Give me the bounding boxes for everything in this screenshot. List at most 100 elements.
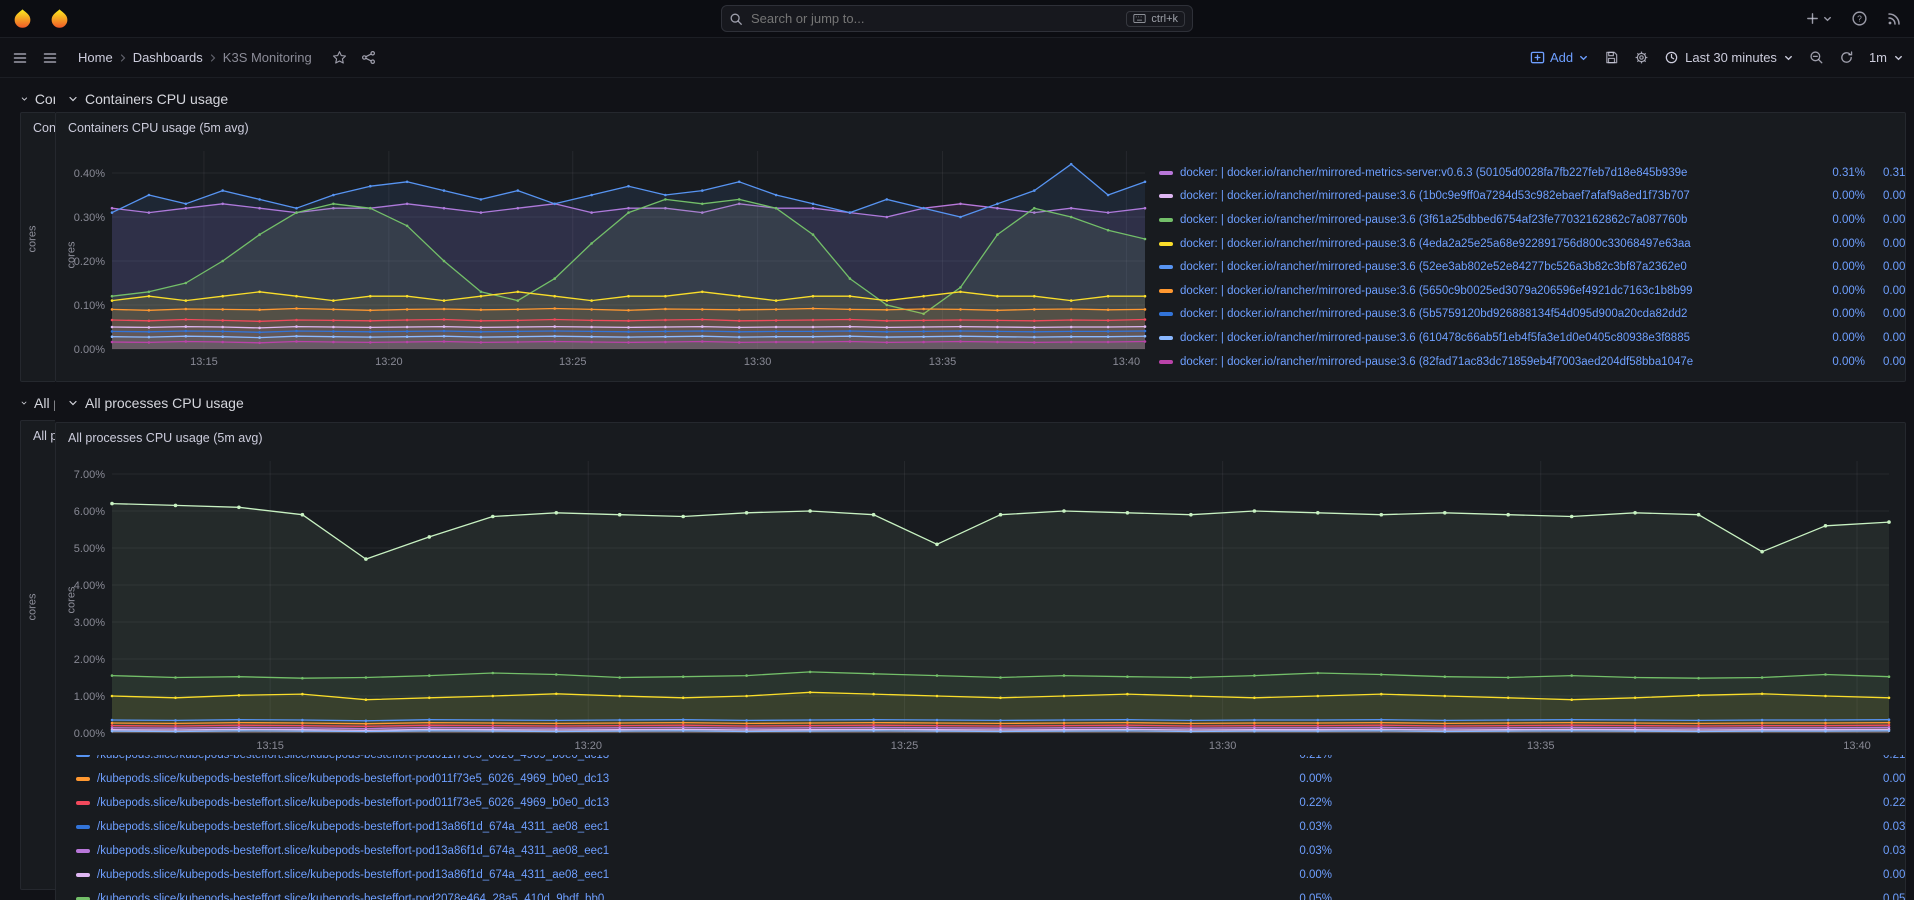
y-axis-unit-label: cores [65, 241, 78, 269]
all-processes-cpu-chart[interactable]: cores 0.00% 1.00% 2.00% 3.00% 4.00% 5.00% 6.00… [64, 451, 1897, 755]
containers-cpu-chart[interactable]: cores 0.00% 0.10% 0.20% 0.30% 0.40% 13:15 13:2… [64, 141, 1153, 371]
chevron-right-icon [207, 52, 219, 64]
legend-item[interactable]: /kubepods.slice/kubepods-besteffort.slic… [76, 863, 1905, 887]
series-value-mean: 0.00% [1832, 261, 1865, 274]
legend-item[interactable]: docker: | docker.io/rancher/mirrored-met… [1159, 161, 1905, 185]
search-icon [729, 12, 743, 26]
row-title: Containers CPU usage [85, 91, 229, 107]
legend-item[interactable]: docker: | docker.io/rancher/mirrored-pau… [1159, 185, 1905, 209]
series-label: docker: | docker.io/rancher/mirrored-pau… [1180, 355, 1694, 368]
series-label: /kubepods.slice/kubepods-besteffort.slic… [97, 797, 610, 809]
legend-item[interactable]: docker: | docker.io/rancher/mirrored-pau… [1159, 350, 1905, 374]
zoom-out-button[interactable] [1809, 50, 1824, 65]
gear-icon [1635, 51, 1648, 64]
panel-title[interactable]: All processes CPU usage (5m avg) [68, 431, 263, 445]
legend-item[interactable]: docker: | docker.io/rancher/mirrored-pau… [1159, 326, 1905, 350]
top-navigation-bar: ctrl+k ? [0, 0, 1914, 38]
search-field[interactable] [751, 11, 1119, 26]
legend-item[interactable]: docker: | docker.io/rancher/mirrored-pau… [1159, 255, 1905, 279]
refresh-icon [1841, 51, 1853, 63]
series-value-last: 0.00% [1883, 213, 1905, 226]
legend-item[interactable]: /kubepods.slice/kubepods-besteffort.slic… [76, 755, 1905, 767]
row-title: All processes CPU usage [85, 395, 244, 411]
series-label: /kubepods.slice/kubepods-besteffort.slic… [97, 869, 610, 881]
legend-item[interactable]: docker: | docker.io/rancher/mirrored-pau… [1159, 208, 1905, 232]
svg-text:0.20%: 0.20% [74, 256, 105, 268]
breadcrumb: Home Dashboards K3S Monitoring [78, 50, 312, 65]
series-value-mean: 0.00% [1832, 355, 1865, 368]
legend-item[interactable]: docker: | docker.io/rancher/mirrored-pau… [1159, 303, 1905, 327]
refresh-interval-label: 1m [1868, 50, 1887, 65]
legend-item[interactable]: /kubepods.slice/kubepods-besteffort.slic… [76, 887, 1905, 900]
legend-item[interactable]: /kubepods.slice/kubepods-besteffort.slic… [76, 815, 1905, 839]
clipped-panel-title: All processes CPU usage (5m avg) [33, 429, 55, 443]
legend-item[interactable]: /kubepods.slice/kubepods-besteffort.slic… [76, 839, 1905, 863]
help-button[interactable]: ? [1851, 10, 1868, 27]
series-value-last: 0.03% [1883, 845, 1905, 857]
panel-containers-cpu-usage: Containers CPU usage (5m avg) cores 0.00… [55, 112, 1906, 382]
add-label: Add [1550, 50, 1574, 65]
series-color-swatch [76, 801, 90, 805]
legend-item[interactable]: /kubepods.slice/kubepods-besteffort.slic… [76, 791, 1905, 815]
breadcrumb-home[interactable]: Home [78, 50, 113, 65]
dock-menu-toggle[interactable] [42, 50, 58, 66]
refresh-interval-picker[interactable]: 1m [1869, 50, 1904, 65]
time-range-picker[interactable]: Last 30 minutes [1664, 50, 1794, 65]
series-color-swatch [1159, 312, 1173, 317]
legend-item[interactable]: /kubepods.slice/kubepods-besteffort.slic… [76, 767, 1905, 791]
favorite-button[interactable] [332, 50, 347, 65]
breadcrumb-current: K3S Monitoring [222, 50, 312, 65]
series-value-last: 0.00% [1883, 355, 1905, 368]
menu-icon [13, 52, 27, 63]
new-button[interactable] [1805, 11, 1833, 26]
dashboard-canvas: Containers CPU usage Containers CPU usag… [0, 78, 1914, 900]
refresh-button[interactable] [1839, 50, 1854, 65]
series-value-mean: 0.00% [1832, 308, 1865, 321]
clipped-row-header[interactable]: All processes CPU usage [20, 390, 55, 416]
dashboard-settings-button[interactable] [1634, 50, 1649, 65]
time-series-plot[interactable]: 0.00% 1.00% 2.00% 3.00% 4.00% 5.00% 6.00% 7.00%… [64, 451, 1897, 755]
series-value-mean: 0.00% [1832, 237, 1865, 250]
save-dashboard-button[interactable] [1604, 50, 1619, 65]
series-color-swatch [1159, 359, 1173, 364]
series-label: /kubepods.slice/kubepods-besteffort.slic… [97, 845, 610, 857]
series-color-swatch [76, 825, 90, 829]
series-value-mean: 0.00% [1299, 773, 1332, 785]
panel-title[interactable]: Containers CPU usage (5m avg) [68, 121, 249, 135]
series-label: /kubepods.slice/kubepods-besteffort.slic… [97, 821, 610, 833]
share-button[interactable] [361, 50, 376, 65]
row-header-all-processes-cpu[interactable]: All processes CPU usage [55, 390, 1906, 416]
series-color-swatch [1159, 288, 1173, 293]
series-value-mean: 0.00% [1832, 190, 1865, 203]
add-panel-button[interactable]: Add [1530, 50, 1589, 65]
svg-text:3.00%: 3.00% [74, 617, 105, 629]
legend-item[interactable]: docker: | docker.io/rancher/mirrored-pau… [1159, 232, 1905, 256]
svg-text:13:35: 13:35 [1527, 740, 1555, 752]
svg-text:2.00%: 2.00% [74, 654, 105, 666]
svg-text:13:20: 13:20 [375, 356, 403, 368]
svg-text:13:40: 13:40 [1113, 356, 1141, 368]
search-input[interactable]: ctrl+k [721, 5, 1193, 32]
grafana-logo-secondary[interactable] [49, 8, 70, 29]
legend-item[interactable]: docker: | docker.io/rancher/mirrored-pau… [1159, 279, 1905, 303]
series-value-mean: 0.05% [1299, 893, 1332, 900]
series-color-swatch [1159, 335, 1173, 340]
shortcut-text: ctrl+k [1151, 12, 1178, 25]
news-button[interactable] [1886, 11, 1902, 27]
y-axis-unit-label: cores [65, 586, 78, 614]
series-value-last: 0.00% [1883, 331, 1905, 344]
caret-down-icon [1824, 16, 1831, 22]
clipped-row-header[interactable]: Containers CPU usage [20, 86, 55, 112]
mega-menu-toggle[interactable] [12, 50, 28, 66]
breadcrumb-dashboards[interactable]: Dashboards [132, 50, 203, 65]
time-series-plot[interactable]: 0.00% 0.10% 0.20% 0.30% 0.40% 13:15 13:20 13:25… [64, 141, 1153, 371]
share-icon [361, 50, 375, 65]
svg-text:5.00%: 5.00% [74, 543, 105, 555]
clipped-panel: All processes CPU usage (5m avg) cores [20, 420, 55, 890]
series-value-last: 0.00% [1883, 773, 1905, 785]
row-header-containers-cpu[interactable]: Containers CPU usage [55, 86, 1906, 112]
save-icon [1606, 51, 1618, 64]
series-label: docker: | docker.io/rancher/mirrored-pau… [1180, 237, 1691, 250]
grafana-logo[interactable] [12, 8, 33, 29]
panel-add-icon [1530, 51, 1545, 64]
